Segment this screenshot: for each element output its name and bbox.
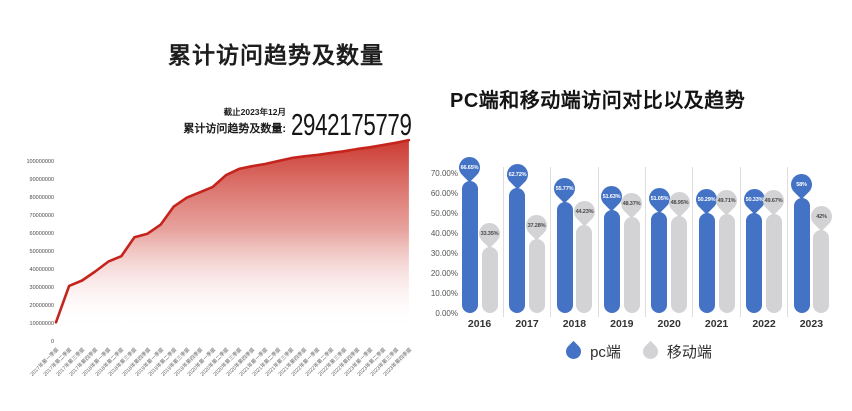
bar-value-label: 48.37% [622,200,641,207]
area-y-tick-label: 90000000 [29,176,54,183]
year-label-2016: 2016 [467,318,492,330]
area-y-tick-label: 30000000 [29,284,54,291]
area-fill [56,140,409,342]
area-y-tick-label: 20000000 [29,302,54,309]
area-y-tick-label: 60000000 [29,230,54,237]
group-separator [645,167,646,317]
mobile-bar-2018 [576,225,593,313]
bar-y-tick-label: 50.00% [430,209,458,219]
mobile-bar-2016 [481,246,498,313]
mobile-value-bubble: 48.95% [664,187,694,218]
group-separator [739,167,741,317]
pc-legend-droplet-icon [562,340,585,362]
mobile-bar-2023 [813,229,830,313]
mobile-value-bubble: 49.67% [759,185,789,216]
mobile-legend-droplet-icon [639,340,662,362]
bar-value-label: 37.28% [528,222,546,229]
pc-bar-2019 [603,210,620,313]
bar-y-tick-label: 20.00% [430,268,458,278]
bar-value-label: 62.72% [508,171,526,178]
stat-asof-text: 截止2023年12月 [223,107,286,117]
mobile-value-bubble: 33.35% [474,218,505,249]
pc-bar-2022 [746,213,763,313]
bar-y-tick-label: 10.00% [430,288,458,298]
bar-value-label: 51.05% [650,195,669,202]
group-separator [502,167,504,317]
area-y-tick-label: 10000000 [29,320,54,327]
bar-value-label: 42% [815,213,827,220]
bar-y-tick-label: 30.00% [430,248,458,258]
bar-chart-legend: pc端 移动端 [426,338,852,364]
cumulative-visits-panel: 累计访问趋势及数量 截止2023年12月 累计访问趋势及数量: 29421757… [26,42,418,378]
cumulative-area-plot [54,138,411,342]
legend-label: 移动端 [666,343,712,361]
pc-bar-2017 [509,188,526,313]
bar-value-label: 49.67% [765,197,783,204]
area-y-tick-label: 70000000 [29,212,54,219]
pc-value-bubble: 58% [786,169,817,200]
pc-value-bubble: 55.77% [549,173,580,204]
pc-bar-2018 [556,202,573,313]
legend-label: pc端 [590,343,621,361]
cumulative-stat: 截止2023年12月 累计访问趋势及数量: 2942175779 [150,106,416,140]
legend-item-pc: pc端 [562,340,621,362]
year-label-2017: 2017 [515,318,539,330]
mobile-bar-2022 [765,214,782,313]
legend-item-mobile: 移动端 [639,340,712,362]
mobile-value-bubble: 48.37% [616,188,647,219]
mobile-bar-2019 [623,216,640,313]
mobile-bar-2020 [671,215,688,313]
area-chart [46,135,418,345]
mobile-value-bubble: 44.23% [569,196,600,227]
mobile-bar-2021 [718,214,735,313]
year-label-2022: 2022 [752,318,776,330]
bar-value-label: 33.35% [480,230,499,237]
mobile-value-bubble: 42% [806,201,837,231]
pc-bar-2016 [461,180,478,313]
bar-value-label: 55.77% [555,185,574,192]
year-label-2023: 2023 [799,318,824,330]
bar-y-tick-label: 60.00% [430,189,458,199]
bar-value-label: 51.63% [603,193,621,200]
pc-mobile-panel: PC端和移动端访问对比以及趋势 0.00% 10.00% 20.00% 30.00% 4… [426,0,852,411]
bar-y-tick-label: 70.00% [430,169,458,179]
mobile-bar-2017 [528,238,545,313]
area-y-tick-label: 80000000 [29,194,54,201]
pc-bar-2023 [793,197,810,313]
bar-value-label: 49.71% [717,197,736,204]
bar-value-label: 58% [796,181,807,188]
stat-label-text: 累计访问趋势及数量: [183,123,286,135]
pc-bar-2020 [651,211,668,313]
pc-value-bubble: 66.65% [454,152,485,182]
area-y-tick-label: 40000000 [29,266,54,273]
group-separator [550,167,552,317]
group-separator [692,167,694,317]
bar-y-tick-label: 40.00% [430,229,458,239]
area-y-tick-label: 50000000 [29,248,54,255]
area-y-tick-label: 0 [50,338,54,345]
year-label-2018: 2018 [562,318,587,330]
bar-value-label: 66.65% [460,164,479,171]
group-separator [787,167,789,317]
bar-value-label: 50.33% [745,196,763,203]
bar-value-label: 44.23% [575,208,594,215]
pc-value-bubble: 62.72% [502,160,532,190]
year-label-2019: 2019 [610,318,634,330]
right-chart-title: PC端和移动端访问对比以及趋势 [450,90,746,112]
left-chart-title: 累计访问趋势及数量 [168,42,384,68]
group-separator [597,167,599,317]
area-line [54,138,411,324]
stat-caption: 截止2023年12月 累计访问趋势及数量: [183,106,286,139]
bar-y-tick-label: 0.00% [435,308,458,318]
mobile-value-bubble: 37.28% [522,210,552,241]
pc-bar-2021 [698,213,715,313]
mobile-value-bubble: 49.71% [711,185,742,216]
bar-value-label: 48.95% [670,199,688,206]
area-y-tick-label: 100000000 [26,158,54,165]
year-label-2021: 2021 [704,318,729,330]
year-label-2020: 2020 [657,318,681,330]
bar-value-label: 50.29% [697,196,716,203]
